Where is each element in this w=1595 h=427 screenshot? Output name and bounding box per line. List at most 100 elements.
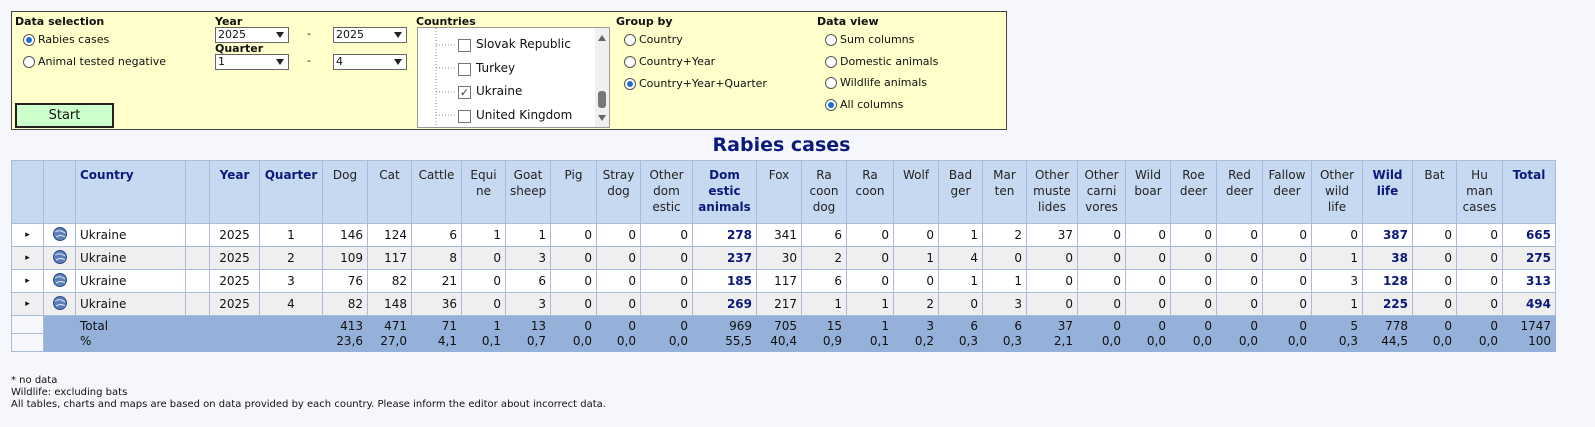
total-cell: 6 [982,315,1027,334]
map-icon[interactable] [43,269,76,293]
group-by-label: Group by [616,15,673,28]
quarter-cell: 4 [259,292,323,316]
total-cell: 0 [640,315,693,334]
value-cell: 146 [322,223,368,247]
radio-label: Country+Year [639,55,716,68]
header-cell: Other muste lides [1026,160,1078,224]
total-cell: 0 [596,315,641,334]
value-cell: 0 [846,269,894,293]
percent-cell: 23,6 [322,333,368,352]
quarter-cell: 2 [259,246,323,270]
value-cell: 313 [1502,269,1556,293]
expand-arrow[interactable]: ▸ [11,246,44,270]
header-cell: Dom estic animals [692,160,757,224]
map-icon[interactable] [43,223,76,247]
value-cell: 2 [801,246,847,270]
percent-cell: 0,9 [801,333,847,352]
header-cell: Fallow deer [1262,160,1312,224]
value-cell: 8 [411,246,462,270]
value-cell: 0 [461,246,506,270]
countries-list: Slovak Republic Turkey ✓ Ukraine United King… [417,27,610,128]
radio-button[interactable] [23,56,35,68]
radio-button[interactable] [624,34,636,46]
total-cell: 705 [756,315,802,334]
country-name: Slovak Republic [476,37,571,51]
value-cell: 0 [1170,223,1217,247]
total-cell: 1 [461,315,506,334]
header-cell: Country [75,160,186,224]
value-cell: 38 [1362,246,1413,270]
quarter-to-select[interactable]: 4 [333,54,407,70]
header-cell: Cattle [411,160,462,224]
radio-button[interactable] [825,34,837,46]
data-row: ▸ Ukraine 2025 3 76 82 21 0 6 0 0 0 185 117 6 0 0 1 1 0 0 0 0 0… [11,269,1556,293]
value-cell: 2 [982,223,1027,247]
percent-cell: 0,3 [1311,333,1363,352]
cell [11,315,44,334]
quarter-from-select[interactable]: 1 [215,54,289,70]
value-cell: 1 [801,292,847,316]
value-cell: 0 [1412,269,1457,293]
total-cell: 0 [1262,315,1312,334]
value-cell: 0 [1125,223,1171,247]
quarter-cell: 1 [259,223,323,247]
cell [11,333,44,352]
value-cell: 6 [411,223,462,247]
value-cell: 1 [1311,292,1363,316]
quarter-label: Quarter [215,42,264,55]
map-icon[interactable] [43,292,76,316]
cell [185,269,210,293]
year-to-select[interactable]: 2025 [333,27,407,43]
value-cell: 1 [461,223,506,247]
expand-arrow[interactable]: ▸ [11,269,44,293]
header-cell: Goat sheep [505,160,551,224]
value-cell: 3 [505,246,551,270]
header-cell: Wild life [1362,160,1413,224]
data-row: ▸ Ukraine 2025 2 109 117 8 0 3 0 0 0 237 30 2 0 1 4 0 0 0 0 0 0… [11,246,1556,270]
country-checkbox[interactable]: ✓ [458,86,471,99]
country-checkbox[interactable] [458,109,471,123]
value-cell: 0 [893,223,939,247]
value-cell: 0 [982,246,1027,270]
percent-cell: 44,5 [1362,333,1413,352]
header-cell: Total [1502,160,1556,224]
radio-button[interactable] [825,55,837,68]
percent-cell: 0,1 [461,333,506,352]
country-cell: Ukraine [75,246,186,270]
header-cell: Bat [1412,160,1457,224]
value-cell: 0 [1077,292,1126,316]
expand-arrow[interactable]: ▸ [11,223,44,247]
value-cell: 0 [1311,223,1363,247]
value-cell: 185 [692,269,757,293]
percent-cell: 4,1 [411,333,462,352]
percent-cell: 0,1 [846,333,894,352]
data-selection-label: Data selection [15,15,105,28]
header-cell: Year [209,160,260,224]
value-cell: 124 [367,223,412,247]
value-cell: 0 [596,223,641,247]
expand-arrow[interactable]: ▸ [11,292,44,316]
country-name: United Kingdom [476,107,573,122]
value-cell: 6 [801,269,847,293]
value-cell: 1 [893,246,939,270]
value-cell: 0 [1026,292,1078,316]
footnote: All tables, charts and maps are based on… [11,399,606,410]
radio-button[interactable] [624,56,636,68]
start-button[interactable]: Start [15,103,114,128]
radio-button[interactable] [825,98,837,111]
radio-button[interactable] [23,34,35,46]
total-cell: 778 [1362,315,1413,334]
radio-button[interactable] [825,77,837,89]
value-cell: 0 [1077,269,1126,293]
year-from-select[interactable]: 2025 [215,27,289,43]
country-checkbox[interactable] [458,39,471,52]
value-cell: 0 [1456,246,1503,270]
radio-label: Wildlife animals [840,76,927,89]
value-cell: 0 [1125,269,1171,293]
country-checkbox[interactable] [458,62,471,76]
percent-cell: 0,0 [1262,333,1312,352]
percent-cell: 0,0 [1412,333,1457,352]
radio-button[interactable] [624,78,636,90]
map-icon[interactable] [43,246,76,270]
value-cell: 148 [367,292,412,316]
